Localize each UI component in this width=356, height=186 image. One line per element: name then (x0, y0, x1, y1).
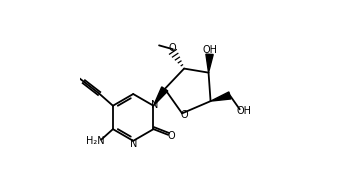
Text: H₂N: H₂N (86, 136, 104, 146)
Text: OH: OH (236, 106, 251, 116)
Text: O: O (168, 131, 175, 141)
Text: N: N (151, 100, 158, 110)
Text: OH: OH (203, 45, 218, 55)
Text: O: O (180, 110, 188, 120)
Text: O: O (168, 43, 176, 53)
Polygon shape (210, 92, 231, 101)
Polygon shape (153, 87, 168, 106)
Text: N: N (130, 139, 137, 149)
Polygon shape (206, 54, 213, 73)
